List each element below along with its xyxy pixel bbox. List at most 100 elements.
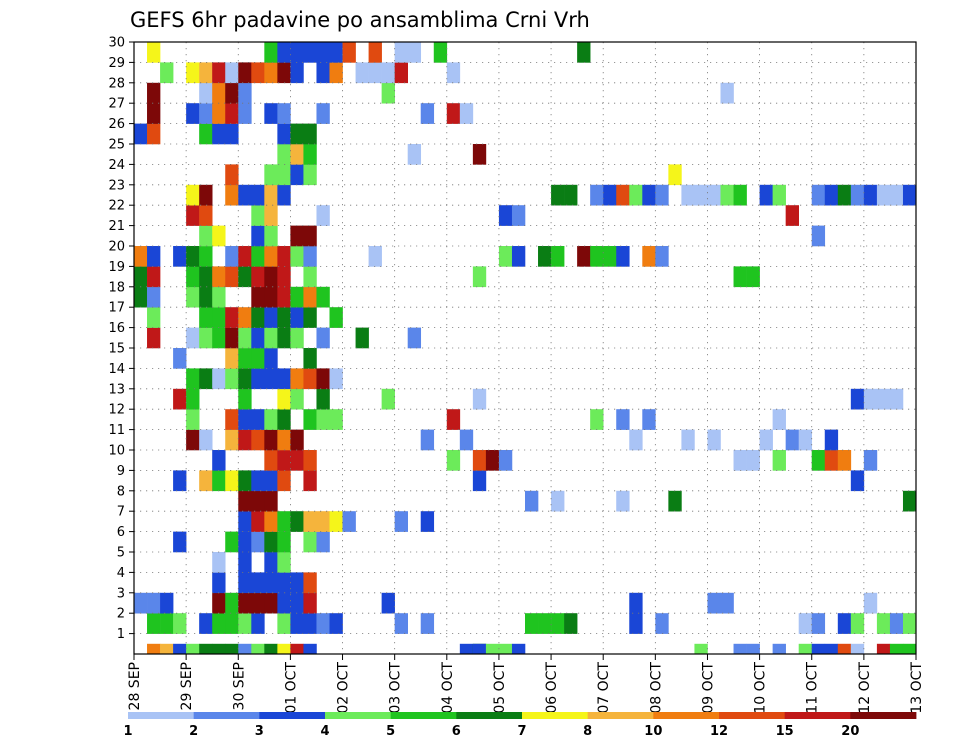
heatmap-cell (316, 62, 330, 84)
heatmap-cell (459, 643, 474, 655)
heatmap-cell (186, 103, 200, 124)
heatmap-cell (798, 613, 813, 634)
heatmap-cell (655, 184, 669, 206)
heatmap-cell (264, 592, 278, 614)
heatmap-cell (303, 307, 317, 328)
heatmap-cell (290, 511, 304, 532)
heatmap-cell (134, 592, 148, 614)
heatmap-cell (668, 164, 682, 186)
heatmap-cell (446, 450, 461, 471)
heatmap-cell (707, 184, 721, 206)
heatmap-cell (238, 388, 252, 410)
heatmap-cell (355, 62, 369, 84)
colorbar-tick-label: 7 (517, 724, 526, 739)
y-tick-label: 2 (117, 607, 125, 622)
heatmap-cell (472, 144, 487, 165)
heatmap-cell (212, 643, 226, 655)
heatmap-cell (147, 643, 161, 655)
heatmap-cell (212, 266, 226, 288)
heatmap-cell (173, 348, 187, 369)
y-tick-label: 30 (108, 36, 125, 51)
heatmap-cell (837, 450, 852, 471)
heatmap-cell (394, 62, 408, 84)
heatmap-cell (238, 592, 252, 614)
heatmap-cell (316, 205, 330, 226)
heatmap-cell (525, 613, 539, 634)
colorbar-tick-label: 2 (189, 724, 198, 739)
y-tick-label: 7 (117, 505, 125, 520)
y-tick-label: 28 (108, 76, 125, 91)
heatmap-cell (199, 103, 213, 124)
heatmap-cell (186, 388, 200, 410)
colorbar-swatch (390, 712, 457, 719)
heatmap-cell (720, 184, 734, 206)
heatmap-cell (199, 205, 213, 226)
heatmap-cell (329, 409, 343, 430)
heatmap-cell (277, 246, 291, 267)
heatmap-cell (472, 388, 487, 410)
heatmap-cell (303, 246, 317, 267)
heatmap-cell (511, 643, 526, 655)
heatmap-cell (329, 613, 343, 634)
heatmap-cell (277, 286, 291, 308)
heatmap-cell (160, 592, 174, 614)
heatmap-cell (642, 184, 656, 206)
heatmap-cell (303, 286, 317, 308)
heatmap-cell (199, 184, 213, 206)
heatmap-cell (303, 450, 317, 471)
heatmap-cell (498, 205, 513, 226)
heatmap-cell (212, 103, 226, 124)
heatmap-cell (303, 123, 317, 145)
heatmap-cell (863, 592, 878, 614)
heatmap-cell (368, 62, 382, 84)
heatmap-cell (616, 409, 630, 430)
y-tick-label: 13 (108, 382, 125, 397)
heatmap-cell (147, 307, 161, 328)
x-tick-label: 12 OCT (857, 662, 873, 714)
heatmap-cell (225, 246, 239, 267)
heatmap-cell (173, 470, 187, 492)
heatmap-cell (277, 164, 291, 186)
heatmap-cell (147, 266, 161, 288)
heatmap-cell (368, 42, 382, 63)
heatmap-cell (889, 643, 904, 655)
heatmap-cell (655, 613, 669, 634)
heatmap-cell (264, 246, 278, 267)
heatmap-cell (564, 613, 578, 634)
heatmap-cell (290, 643, 304, 655)
heatmap-cell (889, 388, 904, 410)
heatmap-cell (186, 409, 200, 430)
colorbar-tick-label: 10 (644, 724, 662, 739)
heatmap-cell (147, 286, 161, 308)
heatmap-cell (251, 184, 265, 206)
heatmap-cell (551, 490, 565, 512)
heatmap-cell (902, 490, 917, 512)
heatmap-cell (186, 62, 200, 84)
heatmap-cell (212, 307, 226, 328)
heatmap-cell (420, 511, 435, 532)
heatmap-cell (251, 368, 265, 390)
heatmap-cell (525, 490, 539, 512)
heatmap-cell (251, 286, 265, 308)
y-tick-label: 24 (108, 158, 125, 173)
heatmap-cell (303, 144, 317, 165)
heatmap-cell (277, 429, 291, 451)
heatmap-cell (590, 409, 604, 430)
heatmap-cell (277, 123, 291, 145)
heatmap-cell (876, 643, 891, 655)
heatmap-cell (251, 531, 265, 553)
heatmap-cell (212, 82, 226, 104)
heatmap-cell (459, 429, 474, 451)
heatmap-cell (277, 307, 291, 328)
heatmap-cell (316, 286, 330, 308)
heatmap-cell (355, 327, 369, 349)
colorbar-swatch (259, 712, 326, 719)
heatmap-cell (498, 643, 513, 655)
heatmap-cell (225, 409, 239, 430)
heatmap-cell (264, 286, 278, 308)
heatmap-cell (186, 643, 200, 655)
heatmap-cell (134, 266, 148, 288)
heatmap-cell (264, 348, 278, 369)
heatmap-cell (811, 613, 826, 634)
heatmap-cell (746, 643, 760, 655)
